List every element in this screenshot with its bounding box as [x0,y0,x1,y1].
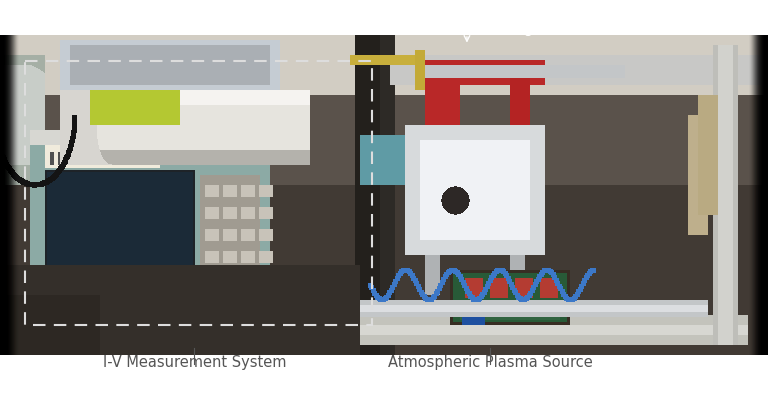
Text: XY-stage Controller: XY-stage Controller [479,21,619,36]
Text: Atmospheric Plasma Source: Atmospheric Plasma Source [388,355,592,370]
Text: I-V Measurement System: I-V Measurement System [103,355,286,370]
Bar [25,61,372,325]
Text: ← HV Power: ← HV Power [212,21,298,36]
